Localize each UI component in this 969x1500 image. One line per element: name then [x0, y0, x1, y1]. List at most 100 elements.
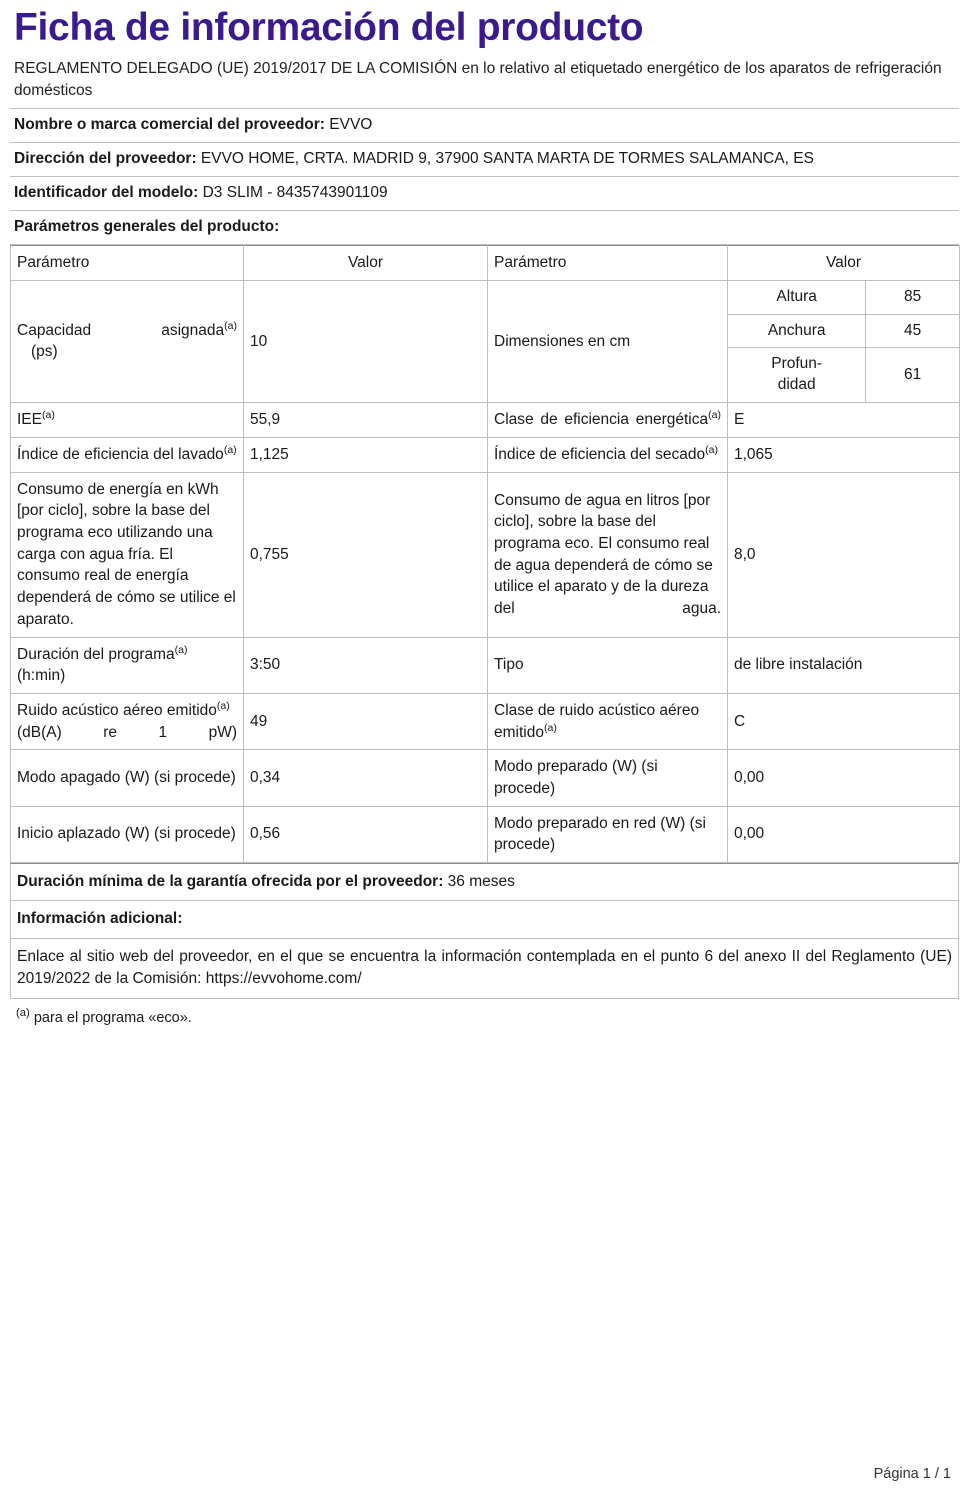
supplier-address-cell: Dirección del proveedor: EVVO HOME, CRTA…	[10, 141, 959, 177]
warranty-value: 36 meses	[447, 873, 515, 890]
footnote-ref-a: (a)	[216, 699, 230, 712]
dimension-value-height: 85	[865, 280, 959, 315]
dimensions-values-cell: Altura 85 Anchura 45 Profun- didad 61	[727, 279, 960, 404]
table-row-off-standby-mode: Modo apagado (W) (si procede) 0,34 Modo …	[10, 749, 960, 807]
footnote-ref-a: (a)	[543, 721, 557, 734]
footnote: (a) para el programa «eco».	[10, 999, 959, 1028]
warranty-cell: Duración mínima de la garantía ofrecida …	[10, 862, 959, 902]
page-title: Ficha de información del producto	[14, 6, 644, 49]
header-value-1: Valor	[243, 244, 488, 281]
model-row: Identificador del modelo: D3 SLIM - 8435…	[10, 175, 959, 211]
energy-consumption-label: Consumo de energía en kWh [por ciclo], s…	[10, 471, 244, 638]
noise-label: Ruido acústico aéreo emitido(a) (dB(A) r…	[10, 692, 244, 751]
program-duration-label: Duración del programa(a) (h:min)	[10, 636, 244, 694]
energy-class-value: E	[727, 402, 960, 438]
dimension-row-width: Anchura 45	[728, 314, 959, 349]
noise-value: 49	[243, 692, 488, 751]
supplier-name-label: Nombre o marca comercial del proveedor:	[14, 115, 325, 133]
warranty-row: Duración mínima de la garantía ofrecida …	[10, 862, 959, 902]
dimension-value-depth: 61	[904, 365, 922, 383]
supplier-link-url[interactable]: https://evvohome.com/	[205, 970, 362, 988]
header-parameter-2: Parámetro	[487, 244, 728, 281]
footnote-ref-a: (a)	[223, 443, 237, 456]
supplier-link-text: Enlace al sitio web del proveedor, en el…	[17, 947, 952, 988]
energy-consumption-value: 0,755	[243, 471, 488, 638]
general-params-label: Parámetros generales del producto:	[10, 209, 959, 245]
table-header-row: Parámetro Valor Parámetro Valor	[10, 244, 960, 281]
supplier-address-row: Dirección del proveedor: EVVO HOME, CRTA…	[10, 141, 959, 177]
model-value: D3 SLIM - 8435743901109	[202, 183, 388, 201]
supplier-name-cell: Nombre o marca comercial del proveedor: …	[10, 107, 959, 143]
supplier-header-table: REGLAMENTO DELEGADO (UE) 2019/2017 DE LA…	[10, 52, 959, 245]
general-params-row: Parámetros generales del producto:	[10, 209, 959, 245]
regulation-row: REGLAMENTO DELEGADO (UE) 2019/2017 DE LA…	[10, 52, 959, 109]
supplier-name-row: Nombre o marca comercial del proveedor: …	[10, 107, 959, 143]
footer-table: Duración mínima de la garantía ofrecida …	[10, 862, 959, 999]
model-label: Identificador del modelo:	[14, 183, 199, 201]
energy-class-label: Clase de eficiencia energética(a)	[487, 402, 728, 438]
delay-start-label: Inicio aplazado (W) (si procede)	[10, 805, 244, 864]
footnote-text: para el programa «eco».	[33, 1009, 192, 1026]
header-value-2: Valor	[727, 244, 960, 281]
footnote-ref-a: (a)	[41, 409, 55, 422]
table-row-duration-type: Duración del programa(a) (h:min) 3:50 Ti…	[10, 636, 960, 694]
page-number: Página 1 / 1	[873, 1466, 951, 1482]
dry-index-label: Índice de eficiencia del secado(a)	[487, 437, 728, 473]
dry-index-value: 1,065	[727, 437, 960, 473]
warranty-label: Duración mínima de la garantía ofrecida …	[17, 873, 444, 890]
supplier-link-cell: Enlace al sitio web del proveedor, en el…	[10, 938, 959, 999]
table-row-capacity-dimensions: Capacidad asignada(a) (ps) 10 Dimensione…	[10, 279, 960, 404]
dimension-label-height: Altura	[728, 280, 867, 315]
model-cell: Identificador del modelo: D3 SLIM - 8435…	[10, 175, 959, 211]
water-consumption-label: Consumo de agua en litros [por ciclo], s…	[487, 471, 728, 638]
type-label: Tipo	[487, 636, 728, 694]
noise-class-value: C	[727, 692, 960, 751]
additional-info-cell: Información adicional:	[10, 900, 959, 939]
off-mode-value: 0,34	[243, 749, 488, 807]
wash-index-label: Índice de eficiencia del lavado(a)	[10, 437, 244, 473]
header-parameter-1: Parámetro	[10, 244, 244, 281]
additional-info-row: Información adicional:	[10, 900, 959, 939]
capacity-label-second-line: (ps)	[31, 343, 58, 361]
table-row-iee-energy-class: IEE(a) 55,9 Clase de eficiencia energéti…	[10, 402, 960, 438]
network-standby-label: Modo preparado en red (W) (si procede)	[487, 805, 728, 864]
program-duration-value: 3:50	[243, 636, 488, 694]
standby-mode-label: Modo preparado (W) (si procede)	[487, 749, 728, 807]
general-parameters-table: Parámetro Valor Parámetro Valor Capacida…	[10, 244, 960, 864]
type-value: de libre instalación	[727, 636, 960, 694]
footnote-ref-a: (a)	[174, 643, 188, 656]
dimensions-subtable: Altura 85 Anchura 45 Profun- didad 61	[728, 280, 959, 403]
dimension-row-height: Altura 85	[728, 280, 959, 315]
network-standby-value: 0,00	[727, 805, 960, 864]
table-row-delay-network-standby: Inicio aplazado (W) (si procede) 0,56 Mo…	[10, 805, 960, 864]
regulation-text: REGLAMENTO DELEGADO (UE) 2019/2017 DE LA…	[10, 52, 959, 109]
dimension-row-depth: Profun- didad 61	[728, 347, 959, 403]
footnote-ref-a: (a)	[705, 443, 718, 456]
dimension-label-width: Anchura	[728, 314, 867, 349]
delay-start-value: 0,56	[243, 805, 488, 864]
iee-value: 55,9	[243, 402, 488, 438]
wash-index-value: 1,125	[243, 437, 488, 473]
footnote-ref-a: (a)	[708, 409, 721, 422]
table-row-wash-dry-index: Índice de eficiencia del lavado(a) 1,125…	[10, 437, 960, 473]
footnote-ref-a: (a)	[224, 319, 237, 332]
capacity-value: 10	[243, 279, 488, 404]
noise-class-label: Clase de ruido acústico aéreo emitido(a)	[487, 692, 728, 751]
supplier-address-value: EVVO HOME, CRTA. MADRID 9, 37900 SANTA M…	[200, 149, 814, 167]
dimension-value-width: 45	[865, 314, 959, 349]
supplier-link-row: Enlace al sitio web del proveedor, en el…	[10, 938, 959, 999]
dimensions-label: Dimensiones en cm	[487, 279, 728, 404]
water-consumption-value: 8,0	[727, 471, 960, 638]
capacity-label: Capacidad asignada(a) (ps)	[10, 279, 244, 404]
supplier-name-value: EVVO	[329, 115, 373, 133]
dimension-label-depth: Profun- didad	[728, 347, 867, 403]
table-row-energy-water-consumption: Consumo de energía en kWh [por ciclo], s…	[10, 471, 960, 638]
footnote-marker: (a)	[16, 1007, 30, 1020]
iee-label: IEE(a)	[10, 402, 244, 438]
standby-mode-value: 0,00	[727, 749, 960, 807]
off-mode-label: Modo apagado (W) (si procede)	[10, 749, 244, 807]
table-row-noise: Ruido acústico aéreo emitido(a) (dB(A) r…	[10, 692, 960, 751]
supplier-address-label: Dirección del proveedor:	[14, 149, 197, 167]
additional-info-label: Información adicional:	[17, 910, 183, 928]
